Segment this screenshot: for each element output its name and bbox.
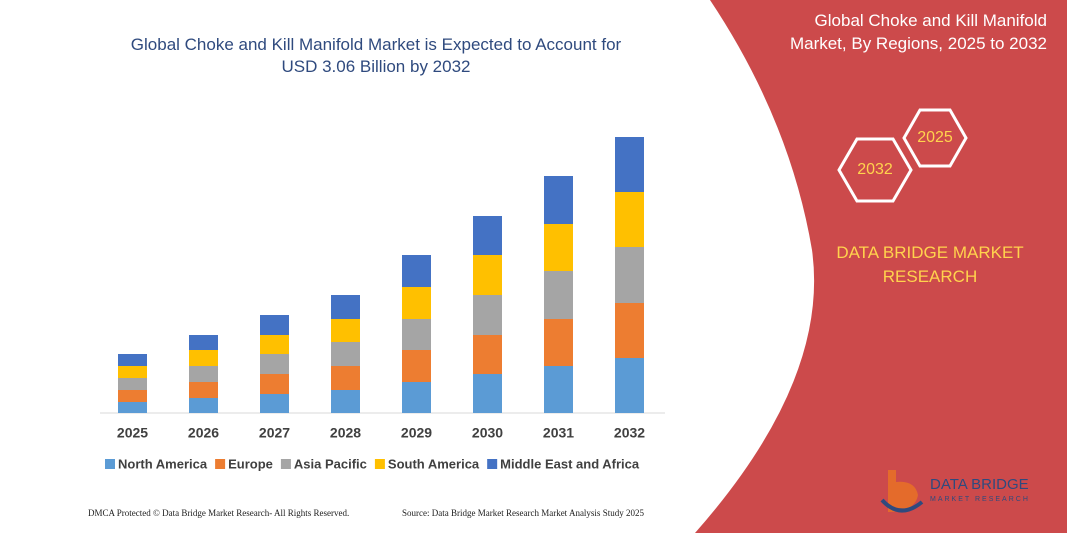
bar-segment (189, 366, 218, 382)
bar-segment (402, 382, 431, 413)
legend-label: Middle East and Africa (500, 456, 640, 471)
bar-segment (189, 350, 218, 366)
logo-tagline: MARKET RESEARCH (930, 496, 1030, 503)
bar-segment (331, 390, 360, 413)
hexagon (837, 137, 913, 203)
legend-label: South America (388, 456, 480, 471)
bar-segment (473, 374, 502, 413)
chart-title: Global Choke and Kill Manifold Market is… (130, 35, 622, 76)
bar-segment (118, 378, 147, 390)
footer-left: DMCA Protected © Data Bridge Market Rese… (88, 508, 350, 518)
bar-segment (189, 398, 218, 413)
bar-segment (331, 366, 360, 390)
bar-segment (118, 402, 147, 413)
x-tick-label: 2031 (543, 425, 574, 441)
bar-segment (331, 319, 360, 342)
bar-segment (402, 319, 431, 350)
x-tick-label: 2027 (259, 425, 290, 441)
bar-segment (473, 335, 502, 374)
x-tick-label: 2026 (188, 425, 219, 441)
legend-swatch (215, 459, 226, 469)
bar-segment (260, 335, 289, 354)
legend-swatch (105, 459, 115, 469)
bar-segment (473, 255, 502, 295)
brand: DATA BRIDGE MARKET RESEARCH (836, 243, 1024, 286)
hexagon-label: 2032 (857, 161, 893, 178)
x-tick-label: 2032 (614, 425, 645, 441)
bar-segment (260, 394, 289, 413)
banner-shape (695, 0, 1067, 533)
footer-right: Source: Data Bridge Market Research Mark… (402, 508, 644, 518)
legend-label: Europe (228, 456, 273, 471)
bar-segment (615, 137, 644, 192)
logo-icon (888, 470, 918, 512)
legend-swatch (374, 459, 385, 469)
legend-label: Asia Pacific (294, 456, 367, 471)
bar-segment (189, 335, 218, 350)
legend: North America Europe Asia Pacific South Ame… (105, 456, 640, 471)
logo-name: DATA BRIDGE (930, 476, 1029, 493)
bar-segment (473, 295, 502, 335)
bar-segment (473, 216, 502, 255)
bar-segment (544, 224, 573, 271)
bar-segment (260, 315, 289, 335)
bar-segment (189, 382, 218, 398)
bar-segment (615, 303, 644, 358)
bar-segment (331, 295, 360, 319)
logo-icon (880, 498, 924, 513)
logo: DATA BRIDGE MARKET RESEARCH (880, 470, 1030, 513)
bar-segment (402, 287, 431, 319)
bar-segment (402, 255, 431, 287)
bar-segment (544, 176, 573, 224)
bar-segment (260, 354, 289, 374)
bar-segment (118, 366, 147, 378)
bar-segment (615, 192, 644, 247)
bar-segment (402, 350, 431, 382)
legend-swatch (280, 459, 291, 469)
bar-segment (260, 374, 289, 394)
bar-segment (544, 319, 573, 366)
legend-label: North America (118, 456, 208, 471)
x-tick-label: 2025 (117, 425, 148, 441)
bar-segment (544, 271, 573, 319)
x-tick-label: 2029 (401, 425, 432, 441)
hexagon-label: 2025 (917, 129, 953, 146)
bar-segment (331, 342, 360, 366)
hexagon (902, 108, 968, 168)
bar-segment (615, 358, 644, 413)
bar-segment (118, 354, 147, 366)
bar-segment (544, 366, 573, 413)
banner-title: Global Choke and Kill Manifold Market, B… (789, 11, 1047, 53)
x-tick-label: 2030 (472, 425, 503, 441)
bar-segment (615, 247, 644, 303)
legend-swatch (487, 459, 498, 469)
bar-segment (118, 390, 147, 402)
x-tick-label: 2028 (330, 425, 361, 441)
